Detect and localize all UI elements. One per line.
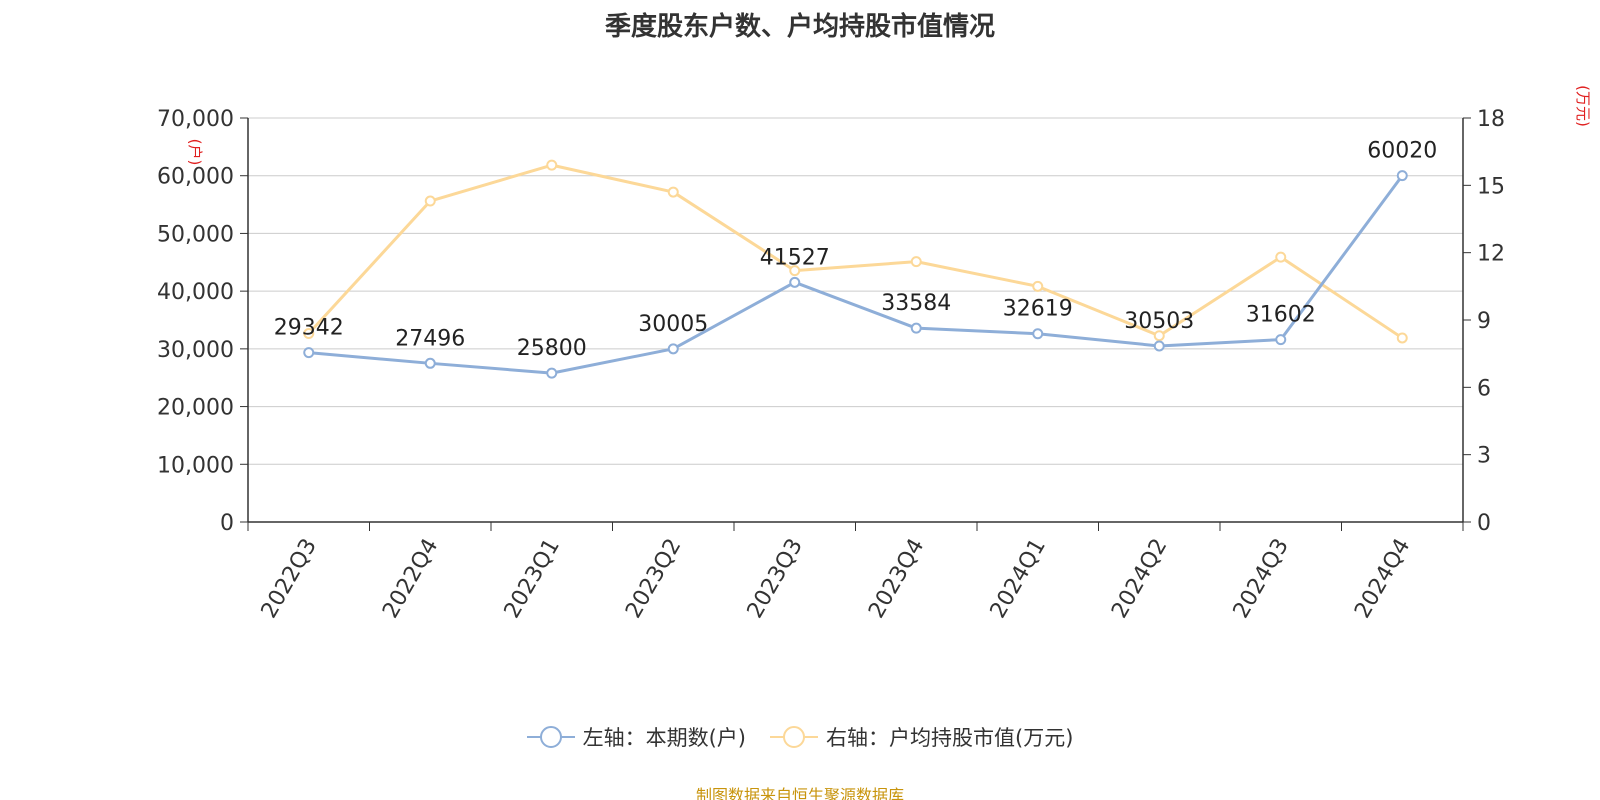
y-right-tick-label: 6 [1477, 376, 1491, 401]
data-point-series-0 [1153, 340, 1165, 352]
legend-item-left-series[interactable]: 左轴：本期数(户) [526, 722, 746, 752]
legend-label-right-series: 右轴：户均持股市值(万元) [826, 726, 1074, 750]
data-label: 31602 [1246, 303, 1316, 328]
x-tick-label: 2024Q4 [1350, 535, 1415, 623]
data-point-series-1 [910, 256, 922, 268]
legend-label-left-series: 左轴：本期数(户) [582, 726, 746, 750]
data-point-series-0 [667, 343, 679, 355]
data-point-series-1 [303, 327, 315, 339]
series-line-0 [308, 174, 1404, 375]
y-left-tick-label: 0 [220, 511, 234, 536]
data-point-series-0 [546, 367, 558, 379]
data-label: 25800 [517, 336, 587, 361]
data-point-series-0 [1396, 170, 1408, 182]
data-point-series-1 [424, 195, 436, 207]
x-tick-label: 2023Q1 [500, 535, 565, 623]
x-tick-label: 2024Q1 [986, 535, 1051, 623]
y-right-tick-label: 12 [1477, 242, 1505, 267]
x-tick-label: 2023Q3 [743, 535, 808, 623]
data-label: 30503 [1124, 309, 1194, 334]
data-point-series-1 [546, 159, 558, 171]
y-left-tick-label: 30,000 [157, 338, 234, 363]
chart-legend: 左轴：本期数(户) 右轴：户均持股市值(万元) [0, 722, 1600, 752]
x-tick-label: 2024Q3 [1229, 535, 1294, 623]
y-left-tick-label: 40,000 [157, 280, 234, 305]
data-point-series-1 [789, 265, 801, 277]
y-right-tick-label: 18 [1477, 107, 1505, 132]
x-tick-label: 2024Q2 [1107, 535, 1172, 623]
y-left-tick-label: 70,000 [157, 107, 234, 132]
data-point-series-0 [424, 357, 436, 369]
y-left-tick-label: 60,000 [157, 165, 234, 190]
y-right-tick-label: 9 [1477, 309, 1491, 334]
data-point-series-0 [910, 322, 922, 334]
legend-swatch-left-icon [526, 726, 575, 748]
y-right-tick-label: 15 [1477, 174, 1505, 199]
data-point-series-0 [789, 276, 801, 288]
y-right-tick-label: 3 [1477, 444, 1491, 469]
y-left-tick-label: 50,000 [157, 222, 234, 247]
y-right-unit-label: (万元) [1574, 85, 1592, 127]
data-label: 29342 [274, 316, 344, 341]
x-tick-label: 2023Q4 [864, 535, 929, 623]
data-point-series-0 [1275, 334, 1287, 346]
data-point-series-1 [1032, 280, 1044, 292]
data-label: 33584 [881, 291, 951, 316]
legend-item-right-series[interactable]: 右轴：户均持股市值(万元) [770, 722, 1073, 752]
y-right-tick-label: 0 [1477, 511, 1491, 536]
y-left-unit-label: (户) [186, 139, 204, 166]
x-tick-label: 2022Q3 [257, 535, 322, 623]
legend-swatch-right-icon [770, 726, 818, 748]
data-point-series-0 [303, 347, 315, 359]
x-tick-label: 2023Q2 [621, 535, 686, 623]
data-point-series-0 [1032, 328, 1044, 340]
y-left-tick-label: 20,000 [157, 396, 234, 421]
data-point-series-1 [1153, 330, 1165, 342]
x-tick-label: 2022Q4 [378, 535, 443, 623]
y-left-tick-label: 10,000 [157, 453, 234, 478]
data-point-series-1 [1275, 251, 1287, 263]
data-label: 60020 [1367, 139, 1437, 164]
data-label: 32619 [1003, 297, 1073, 322]
data-source-footer: 制图数据来自恒生聚源数据库 [695, 786, 904, 800]
data-point-series-1 [1396, 332, 1408, 344]
data-label: 30005 [638, 312, 708, 337]
data-point-series-1 [667, 186, 679, 198]
data-label: 41527 [760, 245, 830, 270]
data-label: 27496 [395, 326, 465, 351]
chart-title: 季度股东户数、户均持股市值情况 [604, 12, 995, 42]
series-line-1 [307, 163, 1404, 340]
